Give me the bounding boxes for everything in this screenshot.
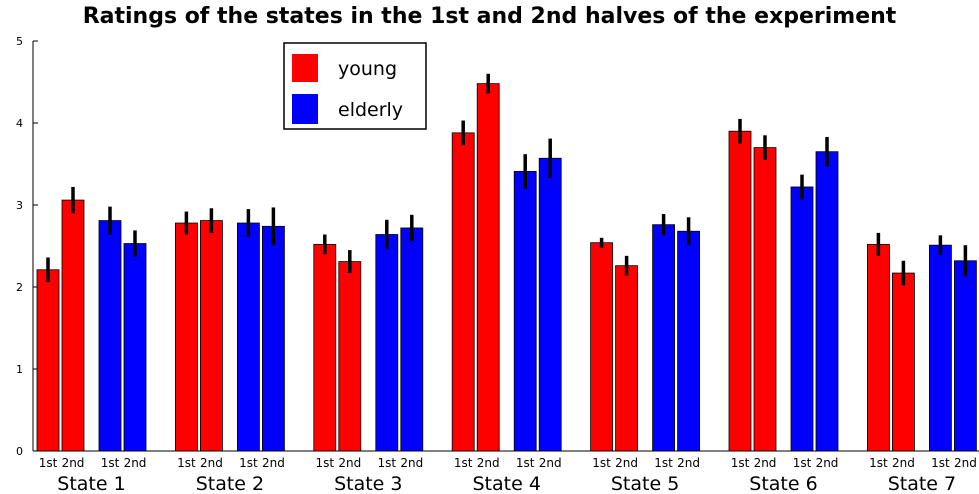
- bar-half-label: 2nd: [400, 456, 423, 470]
- bar-elderly-1st: [98, 220, 122, 452]
- legend-swatch-young: [292, 54, 318, 82]
- bar-half-label: 2nd: [62, 456, 85, 470]
- category-label: State 1: [57, 473, 125, 494]
- bar-young-1st: [313, 243, 337, 452]
- bar-half-label: 2nd: [816, 456, 839, 470]
- bar-half-label: 1st: [454, 456, 473, 470]
- y-tick-label: 1: [16, 363, 23, 376]
- bar-elderly-2nd: [400, 227, 424, 452]
- legend-swatch-elderly: [292, 94, 318, 124]
- category-label: State 4: [472, 473, 540, 494]
- bar-half-label: 2nd: [262, 456, 285, 470]
- bar-young-2nd: [61, 199, 85, 452]
- bar-half-label: 1st: [378, 456, 397, 470]
- bar-young-2nd: [476, 83, 500, 452]
- bar-half-label: 1st: [101, 456, 120, 470]
- chart-title: Ratings of the states in the 1st and 2nd…: [82, 4, 897, 29]
- bar-young-1st: [867, 243, 890, 452]
- bar-elderly-2nd: [815, 151, 839, 452]
- category-label: State 3: [334, 473, 402, 494]
- bar-half-label: 2nd: [754, 456, 777, 470]
- bar-elderly-2nd: [538, 157, 562, 452]
- bar-young-1st: [590, 242, 613, 452]
- bar-elderly-2nd: [261, 225, 285, 452]
- bar-young-2nd: [615, 265, 638, 452]
- bar-young-1st: [728, 130, 752, 452]
- y-tick-label: 5: [16, 35, 23, 48]
- legend-label-elderly: elderly: [338, 99, 403, 121]
- bar-half-label: 1st: [869, 456, 888, 470]
- bar-half-label: 2nd: [200, 456, 223, 470]
- bar-half-label: 2nd: [892, 456, 915, 470]
- bar-half-label: 1st: [592, 456, 611, 470]
- category-label: State 2: [196, 473, 264, 494]
- bar-young-1st: [174, 222, 198, 452]
- legend-label-young: young: [338, 58, 397, 80]
- y-tick-label: 3: [16, 199, 23, 212]
- bar-half-label: 1st: [177, 456, 196, 470]
- bar-half-label: 1st: [516, 456, 535, 470]
- y-tick-label: 2: [16, 281, 23, 294]
- bar-elderly-1st: [236, 222, 260, 452]
- category-label: State 6: [749, 473, 817, 494]
- bar-elderly-1st: [513, 170, 537, 452]
- bar-half-label: 1st: [654, 456, 673, 470]
- bar-half-label: 2nd: [539, 456, 562, 470]
- legend: young elderly: [283, 42, 427, 130]
- bar-half-label: 1st: [239, 456, 258, 470]
- bar-elderly-2nd: [123, 243, 147, 452]
- category-label: State 7: [888, 473, 956, 494]
- bar-elderly-1st: [929, 244, 952, 452]
- bar-young-1st: [451, 132, 475, 452]
- bar-young-2nd: [892, 272, 915, 452]
- bar-young-2nd: [753, 147, 777, 452]
- bar-young-1st: [36, 269, 60, 452]
- bar-half-label: 2nd: [677, 456, 700, 470]
- bar-half-label: 1st: [793, 456, 812, 470]
- y-tick-label: 4: [16, 117, 23, 130]
- bar-half-label: 1st: [731, 456, 750, 470]
- bar-elderly-1st: [375, 234, 399, 452]
- bar-half-label: 2nd: [954, 456, 977, 470]
- bar-young-2nd: [199, 220, 223, 452]
- bar-elderly-2nd: [954, 260, 977, 452]
- bar-young-2nd: [338, 261, 362, 452]
- bar-half-label: 1st: [316, 456, 335, 470]
- bar-elderly-1st: [790, 186, 814, 452]
- category-label: State 5: [611, 473, 679, 494]
- y-tick-label: 0: [16, 445, 23, 458]
- bar-half-label: 2nd: [477, 456, 500, 470]
- bars: [36, 73, 977, 452]
- bar-half-label: 1st: [931, 456, 950, 470]
- bar-half-label: 1st: [39, 456, 58, 470]
- bar-elderly-2nd: [677, 230, 700, 452]
- bar-half-label: 2nd: [124, 456, 147, 470]
- bar-half-label: 2nd: [615, 456, 638, 470]
- bar-half-label: 2nd: [338, 456, 361, 470]
- bar-elderly-1st: [652, 224, 675, 452]
